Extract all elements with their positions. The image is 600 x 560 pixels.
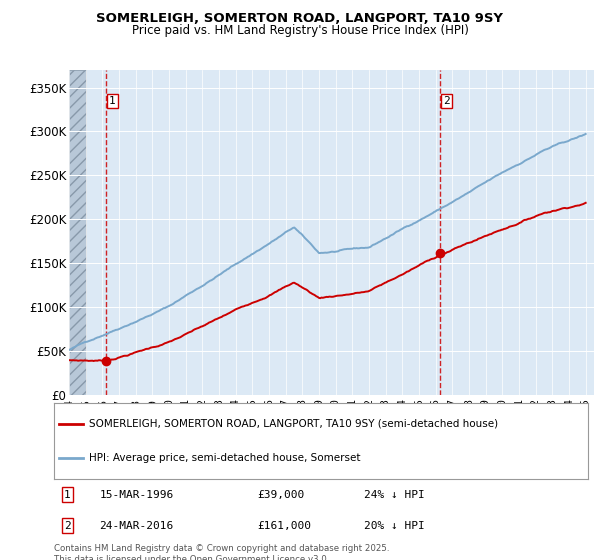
Text: 24-MAR-2016: 24-MAR-2016 <box>100 521 173 531</box>
Bar <box>69 70 86 395</box>
Text: £39,000: £39,000 <box>257 489 304 500</box>
Text: 2: 2 <box>443 96 449 106</box>
Text: 1: 1 <box>64 489 71 500</box>
Text: £161,000: £161,000 <box>257 521 311 531</box>
Text: 20% ↓ HPI: 20% ↓ HPI <box>364 521 424 531</box>
Text: 15-MAR-1996: 15-MAR-1996 <box>100 489 173 500</box>
Text: Price paid vs. HM Land Registry's House Price Index (HPI): Price paid vs. HM Land Registry's House … <box>131 24 469 36</box>
Text: Contains HM Land Registry data © Crown copyright and database right 2025.
This d: Contains HM Land Registry data © Crown c… <box>54 544 389 560</box>
Text: SOMERLEIGH, SOMERTON ROAD, LANGPORT, TA10 9SY (semi-detached house): SOMERLEIGH, SOMERTON ROAD, LANGPORT, TA1… <box>89 419 498 428</box>
Bar <box>69 70 86 395</box>
Text: 24% ↓ HPI: 24% ↓ HPI <box>364 489 424 500</box>
Text: 2: 2 <box>64 521 71 531</box>
Text: HPI: Average price, semi-detached house, Somerset: HPI: Average price, semi-detached house,… <box>89 454 360 463</box>
Text: SOMERLEIGH, SOMERTON ROAD, LANGPORT, TA10 9SY: SOMERLEIGH, SOMERTON ROAD, LANGPORT, TA1… <box>97 12 503 25</box>
Text: 1: 1 <box>109 96 116 106</box>
